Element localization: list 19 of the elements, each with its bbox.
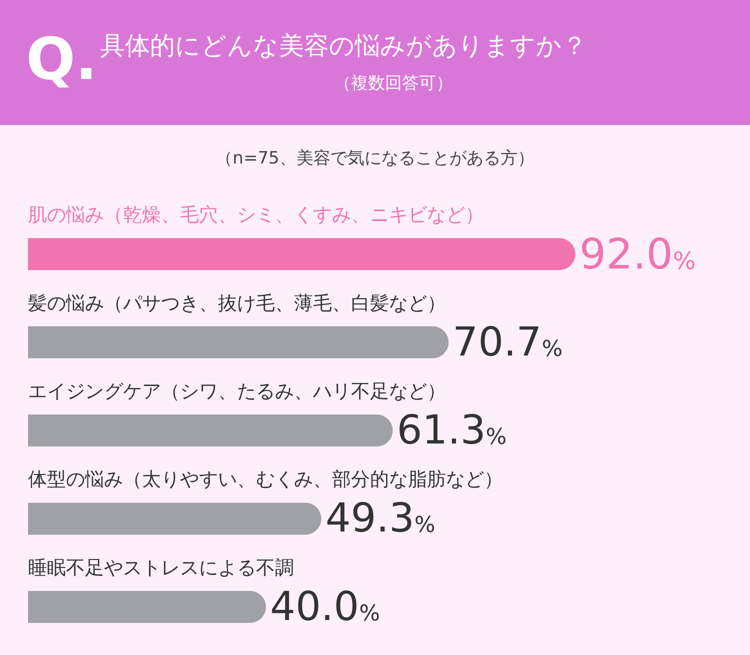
y-tick-label: 肌の悩み（乾燥、毛穴、シミ、くすみ、ニキビなど） (28, 204, 484, 226)
bar (28, 502, 322, 535)
y-tick-label: 髪の悩み（パサつき、抜け毛、薄毛、白髪など） (28, 292, 446, 314)
y-tick-label: エイジングケア（シワ、たるみ、ハリ不足など） (28, 380, 446, 402)
data-label: 40.0% (270, 584, 380, 630)
y-tick-label: 睡眠不足やストレスによる不調 (28, 556, 294, 579)
data-label: 61.3% (396, 408, 507, 454)
bar (28, 326, 449, 358)
y-tick-label: 体型の悩み（太りやすい、むくみ、部分的な脂肪など） (28, 468, 503, 491)
chart-title: 具体的にどんな美容の悩みがありますか？ (100, 31, 587, 60)
chart-subtitle: （複数回答可） (334, 74, 453, 94)
bar (28, 414, 393, 446)
data-label: 49.3% (325, 496, 436, 542)
bar (28, 238, 576, 270)
data-label: 70.7% (452, 319, 563, 366)
bar (28, 590, 266, 623)
data-label: 92.0% (579, 230, 696, 279)
text: （n=75、美容で気になることがある方） (216, 148, 534, 168)
text: Q. (26, 25, 98, 93)
